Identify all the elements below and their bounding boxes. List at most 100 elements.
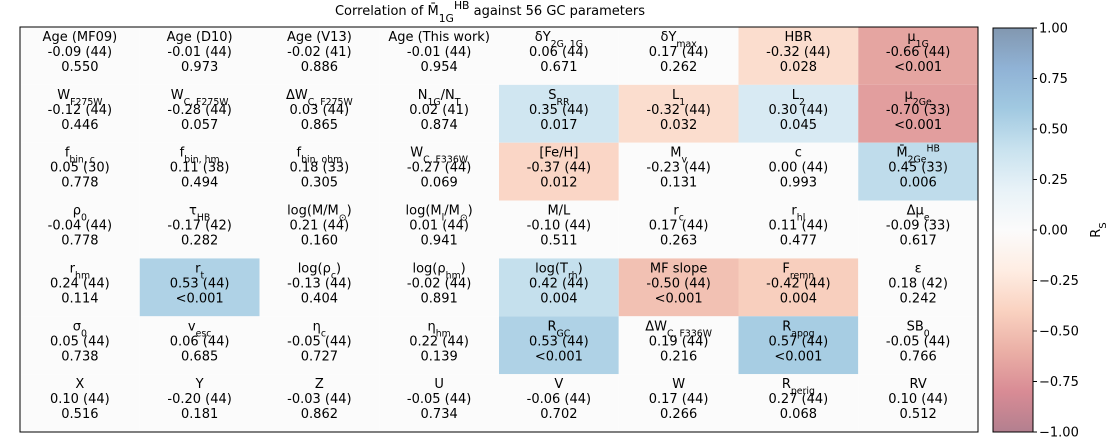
cell-label-sub: 1G — [916, 39, 929, 50]
cell-p-value: <0.001 — [535, 349, 583, 364]
cell — [379, 258, 499, 317]
cell-label-part: W — [57, 88, 70, 103]
cell-label-part: W — [171, 88, 184, 103]
cell-label: τHB — [189, 204, 210, 224]
cell-label-sub: 2Ge — [908, 154, 927, 165]
cell-label-part: S — [548, 88, 556, 103]
cell-label-sub: 0 — [81, 328, 87, 339]
cell-value-label: -0.27 (44) — [407, 161, 471, 176]
cell-label-sub: 2 — [799, 96, 805, 107]
colorbar-tick-label: 0.00 — [1039, 224, 1068, 239]
cell-label: [Fe/H] — [539, 146, 578, 161]
cell — [499, 258, 619, 317]
cell-value-label: -0.20 (44) — [167, 392, 231, 407]
cell-label-sub: remn — [790, 270, 814, 281]
cell-label: ηhm — [427, 319, 450, 339]
cell-label-part: MF slope — [650, 261, 707, 276]
cell — [618, 200, 739, 259]
cell-label: rc — [673, 204, 684, 224]
cell-p-value: 0.181 — [181, 407, 218, 422]
cell-p-value: <0.001 — [894, 60, 942, 75]
cell-value-label: 0.57 (44) — [768, 334, 828, 349]
cell-label: δYmax — [660, 30, 697, 50]
cell-label-part: Z — [315, 377, 324, 392]
cell — [618, 142, 739, 201]
cell-label-part: r — [791, 204, 797, 219]
cell — [20, 84, 140, 143]
cell-value-label: 0.10 (44) — [50, 392, 110, 407]
cell-value-label: -0.02 (41) — [287, 45, 351, 60]
cell-label-part: δY — [660, 30, 676, 45]
cell — [20, 27, 140, 85]
cell-label-part: M — [670, 146, 681, 161]
chart-title: Correlation of M̄1GHB against 56 GC para… — [335, 0, 645, 25]
cell-label: MF slope — [650, 261, 707, 276]
cell-label: ρ0 — [73, 204, 87, 224]
cell-label-part: W — [672, 377, 685, 392]
cell-value-label: 0.06 (44) — [170, 334, 230, 349]
cell-value-label: -0.10 (44) — [527, 219, 591, 234]
cell-p-value: 0.068 — [780, 407, 817, 422]
cell-label: RGC — [547, 319, 570, 339]
chart-title-part: Correlation of M̄ — [335, 4, 439, 19]
cell-value-label: 0.01 (44) — [409, 219, 469, 234]
cell — [259, 142, 380, 201]
cell-p-value: 0.993 — [780, 176, 817, 191]
cell-label-part: f — [180, 146, 185, 161]
cell-label-part: F — [782, 261, 789, 276]
cell-value-label: 0.00 (44) — [768, 161, 828, 176]
cell-label-part: RV — [910, 377, 927, 392]
cell-value-label: 0.45 (33) — [888, 161, 948, 176]
cell-label-sub: e — [924, 212, 930, 223]
cell-label-sub: apog — [791, 328, 814, 339]
cell-label-sub: l — [442, 212, 445, 223]
cell-label-part: R — [547, 319, 556, 334]
cell-label: HBR — [785, 30, 813, 45]
cell — [379, 316, 499, 375]
colorbar — [992, 27, 1034, 433]
cell-label-part: log(M/M — [287, 204, 339, 219]
cell-p-value: 0.738 — [61, 349, 98, 364]
cell-label: RV — [910, 377, 927, 392]
cell — [499, 84, 619, 143]
cell-label-part: δY — [535, 30, 551, 45]
cell-value-label: -0.66 (44) — [886, 45, 950, 60]
colorbar-label-part: R — [1089, 229, 1104, 238]
cell-label-sub: HB — [197, 212, 210, 223]
cell-label-sub: F275W — [70, 96, 102, 107]
cell-p-value: 0.477 — [780, 234, 817, 249]
cell-label: fbin, ohm — [297, 146, 343, 166]
cell-value-label: -0.05 (44) — [407, 392, 471, 407]
cell — [259, 258, 380, 317]
cell — [379, 142, 499, 201]
cell-value-label: 0.18 (33) — [289, 161, 349, 176]
cell-label-part: N — [418, 88, 428, 103]
cell-label-sub: C, F336W — [423, 154, 468, 165]
cell-value-label: -0.04 (44) — [48, 219, 112, 234]
cell-label: log(ρhm) — [412, 261, 465, 281]
cell-label-part: /N — [441, 88, 455, 103]
cell-p-value: 0.017 — [540, 118, 577, 133]
cell-label: M/L — [547, 204, 571, 219]
cell-label-part: M/L — [547, 204, 571, 219]
colorbar-tick-label: −0.25 — [1039, 274, 1079, 289]
cell — [738, 258, 859, 317]
colorbar-tick-label: 0.75 — [1039, 72, 1068, 87]
cell-p-value: 0.891 — [421, 291, 458, 306]
cell — [139, 142, 260, 201]
cell-label-sub: ⊙ — [460, 212, 468, 223]
cell-label-sub: bin, ohm — [301, 154, 342, 165]
cell-label-sub: RR — [557, 96, 570, 107]
cell-p-value: 0.727 — [301, 349, 338, 364]
cell — [20, 142, 140, 201]
cell — [20, 374, 140, 432]
cell-p-value: 0.778 — [61, 234, 98, 249]
cell-value-label: -0.01 (44) — [407, 45, 471, 60]
cell-label: μ2Ge — [905, 88, 932, 108]
cell-value-label: -0.05 (44) — [287, 334, 351, 349]
cell — [858, 316, 978, 375]
cell-label: μ1G — [907, 30, 928, 50]
cell-label-sub: bin, hm — [184, 154, 219, 165]
cell-value-label: -0.23 (44) — [646, 161, 710, 176]
cell-p-value: 0.404 — [301, 291, 338, 306]
